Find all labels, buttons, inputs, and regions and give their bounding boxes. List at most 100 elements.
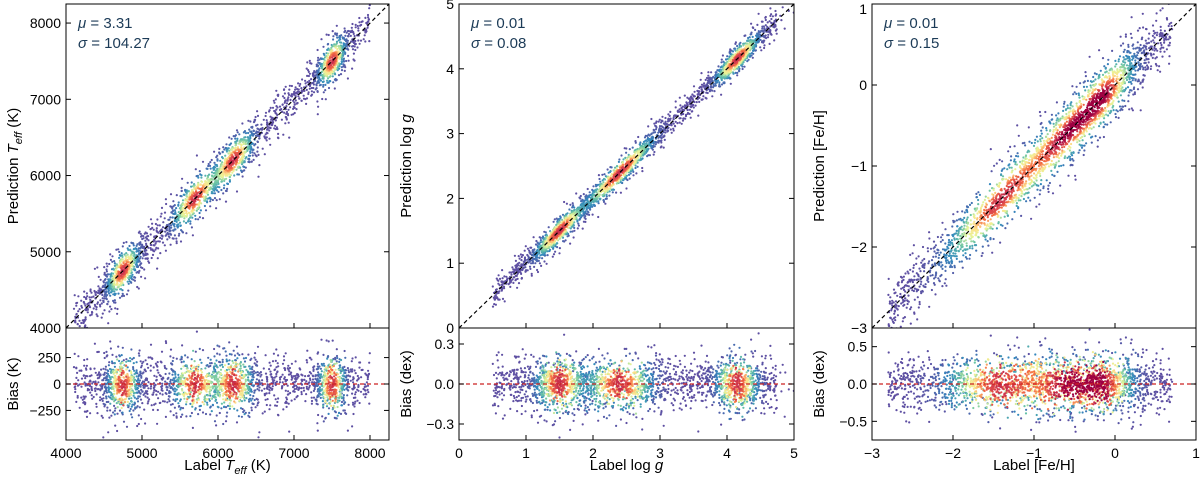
bias-point — [326, 357, 329, 360]
scatter-point — [225, 150, 228, 153]
scatter-point — [139, 266, 143, 269]
bias-point — [153, 389, 156, 392]
scatter-point — [75, 304, 78, 307]
bias-point — [121, 411, 124, 414]
bias-point — [226, 411, 229, 414]
scatter-point — [317, 71, 320, 74]
scatter-point — [118, 273, 121, 276]
bias-point — [329, 359, 332, 362]
bias-point — [345, 412, 348, 415]
bias-point — [341, 367, 345, 370]
bias-point — [346, 394, 349, 397]
bias-point — [201, 411, 205, 414]
bias-point — [312, 396, 316, 399]
bias-point — [82, 374, 85, 377]
bias-point — [302, 389, 306, 392]
bias-point — [161, 389, 164, 392]
bias-point — [345, 387, 348, 390]
bias-point — [236, 352, 239, 355]
bias-point — [358, 401, 361, 405]
bias-point — [310, 399, 314, 403]
scatter-point — [249, 151, 252, 154]
bias-point — [253, 362, 256, 365]
bias-point — [242, 363, 245, 366]
scatter-point — [221, 161, 224, 164]
bias-point — [190, 358, 193, 361]
scatter-point — [196, 198, 199, 201]
bias-point — [283, 367, 286, 370]
scatter-point — [336, 66, 339, 69]
bias-point — [307, 388, 310, 391]
bias-point — [126, 400, 129, 403]
scatter-point — [322, 83, 325, 87]
bias-point — [77, 379, 80, 382]
bias-point — [109, 340, 112, 343]
bias-point — [316, 362, 319, 365]
bias-point — [248, 365, 251, 368]
bias-point — [312, 389, 315, 392]
scatter-point — [274, 119, 277, 122]
bias-point — [90, 387, 93, 390]
bias-point — [319, 393, 322, 396]
bias-point — [281, 373, 284, 376]
scatter-point — [226, 157, 229, 160]
bias-point — [132, 367, 135, 371]
scatter-point — [204, 174, 207, 177]
scatter-point — [77, 310, 80, 313]
bias-point — [118, 370, 121, 373]
bias-point — [239, 384, 242, 387]
bias-point — [331, 339, 334, 342]
bias-point — [184, 378, 187, 381]
bias-point — [269, 404, 272, 407]
scatter-point — [140, 235, 143, 238]
scatter-point — [108, 292, 111, 295]
bias-point — [316, 384, 320, 387]
bias-point — [201, 379, 204, 382]
scatter-point — [234, 152, 237, 155]
bias-point — [214, 370, 217, 373]
scatter-point — [358, 42, 361, 45]
bias-point — [102, 436, 105, 439]
bias-point — [352, 384, 356, 387]
bias-point — [351, 357, 354, 360]
scatter-point — [281, 103, 284, 106]
bias-point — [120, 406, 123, 410]
bias-point — [296, 386, 299, 389]
bias-point — [331, 369, 334, 372]
bias-point — [115, 377, 118, 380]
bias-point — [103, 371, 106, 374]
bias-point — [130, 387, 133, 390]
bias-point — [125, 385, 128, 388]
bias-point — [177, 384, 180, 388]
bias-point — [233, 368, 236, 371]
scatter-point — [228, 175, 231, 178]
scatter-point — [359, 39, 363, 42]
scatter-point — [90, 313, 93, 316]
bias-point — [357, 384, 360, 388]
scatter-point — [118, 296, 122, 299]
bias-point — [257, 374, 260, 377]
scatter-point — [161, 226, 165, 229]
bias-point — [245, 368, 248, 372]
bias-point — [133, 391, 136, 395]
scatter-point — [312, 91, 316, 94]
bias-point — [86, 358, 89, 361]
bias-point — [328, 397, 331, 400]
bias-point — [95, 405, 98, 408]
bias-point — [223, 401, 226, 404]
scatter-point — [185, 232, 188, 235]
bias-point — [118, 359, 121, 363]
bias-point — [109, 377, 112, 380]
scatter-point — [180, 229, 183, 232]
bias-point — [171, 379, 174, 382]
bias-point — [113, 409, 116, 412]
bias-point — [134, 406, 137, 409]
bias-point — [83, 358, 86, 362]
bias-point — [202, 387, 205, 390]
bias-point — [205, 398, 208, 401]
bias-point — [113, 413, 116, 416]
bias-point — [231, 359, 234, 363]
bias-point — [98, 399, 102, 402]
bias-point — [129, 384, 132, 387]
scatter-point — [274, 98, 277, 101]
